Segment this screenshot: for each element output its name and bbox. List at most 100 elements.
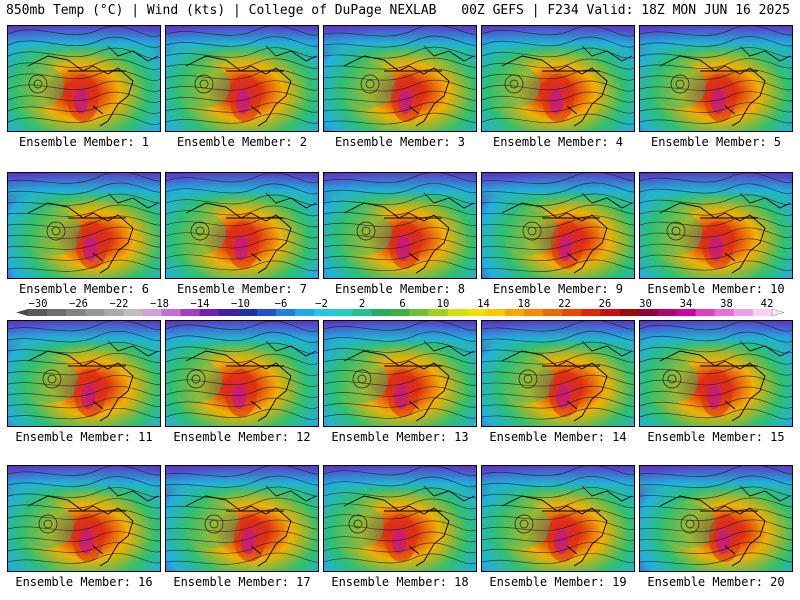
ensemble-member-label: Ensemble Member: 5 — [650, 135, 782, 149]
ensemble-member-label: Ensemble Member: 8 — [334, 282, 466, 296]
ensemble-member-map — [7, 172, 161, 279]
ensemble-member-label: Ensemble Member: 18 — [331, 575, 469, 589]
ensemble-member-label: Ensemble Member: 1 — [18, 135, 150, 149]
colorbar-swatch — [619, 309, 639, 316]
ensemble-member-map — [7, 465, 161, 572]
temperature-colorbar: −30 −26 −22 −18 −14 −10 −6 −2 2 6 10 14 18 22 26 30 34 38… — [16, 298, 785, 317]
colorbar-swatch — [218, 309, 239, 316]
colorbar-swatch — [371, 309, 391, 316]
colorbar-swatch — [428, 309, 449, 316]
ensemble-member-map — [639, 465, 793, 572]
ensemble-member-label: Ensemble Member: 13 — [331, 430, 469, 444]
colorbar-swatch — [85, 309, 105, 316]
colorbar-swatch — [295, 309, 315, 316]
colorbar-swatch — [199, 309, 220, 316]
ensemble-member-label: Ensemble Member: 19 — [489, 575, 627, 589]
ensemble-member-label: Ensemble Member: 14 — [489, 430, 627, 444]
colorbar-swatch — [581, 309, 601, 316]
colorbar-tick-label: 18 — [518, 298, 531, 310]
colorbar-swatch — [657, 309, 678, 316]
colorbar-swatch — [447, 309, 468, 316]
ensemble-member-label: Ensemble Member: 2 — [176, 135, 308, 149]
colorbar-tick-label: −18 — [150, 298, 169, 310]
ensemble-member-map — [165, 320, 319, 427]
ensemble-member-map — [481, 172, 635, 279]
ensemble-member-map — [323, 320, 477, 427]
colorbar-swatch — [676, 309, 697, 316]
ensemble-member-map — [323, 465, 477, 572]
colorbar-tick-label: −2 — [315, 298, 328, 310]
ensemble-member-label: Ensemble Member: 7 — [176, 282, 308, 296]
colorbar-swatch — [104, 309, 124, 316]
colorbar-tick-label: 2 — [359, 298, 365, 310]
ensemble-member-label: Ensemble Member: 17 — [173, 575, 311, 589]
colorbar-swatch — [276, 309, 296, 316]
colorbar-swatch — [543, 309, 563, 316]
ensemble-member-label: Ensemble Member: 3 — [334, 135, 466, 149]
colorbar-tick-label: 42 — [761, 298, 774, 310]
colorbar-tick-label: 26 — [599, 298, 612, 310]
colorbar-swatch — [733, 309, 754, 316]
colorbar-swatch — [142, 309, 163, 316]
colorbar-tick-label: −30 — [29, 298, 48, 310]
colorbar-swatch — [390, 309, 411, 316]
colorbar-swatch — [695, 309, 716, 316]
colorbar-swatch — [638, 309, 659, 316]
colorbar-swatch — [237, 309, 258, 316]
colorbar-swatch — [600, 309, 620, 316]
ensemble-member-label: Ensemble Member: 20 — [647, 575, 785, 589]
colorbar-swatch — [180, 309, 201, 316]
ensemble-member-label: Ensemble Member: 11 — [15, 430, 153, 444]
ensemble-member-map — [323, 25, 477, 132]
colorbar-swatch — [409, 309, 430, 316]
colorbar-swatch — [562, 309, 582, 316]
ensemble-member-label: Ensemble Member: 9 — [492, 282, 624, 296]
ensemble-member-label: Ensemble Member: 12 — [173, 430, 311, 444]
colorbar-swatch — [752, 309, 773, 316]
colorbar-swatch — [504, 309, 525, 316]
colorbar-tick-label: 38 — [720, 298, 733, 310]
ensemble-member-label: Ensemble Member: 16 — [15, 575, 153, 589]
colorbar-swatch — [47, 309, 67, 316]
ensemble-member-map — [7, 320, 161, 427]
colorbar-swatch — [161, 309, 182, 316]
colorbar-swatch — [123, 309, 143, 316]
colorbar-swatch — [333, 309, 353, 316]
ensemble-member-label: Ensemble Member: 4 — [492, 135, 624, 149]
colorbar-tick-label: −6 — [275, 298, 288, 310]
ensemble-member-map — [481, 320, 635, 427]
ensemble-member-label: Ensemble Member: 15 — [647, 430, 785, 444]
colorbar-swatch — [485, 309, 506, 316]
ensemble-member-map — [165, 172, 319, 279]
ensemble-member-map — [7, 25, 161, 132]
ensemble-member-map — [481, 25, 635, 132]
colorbar-tick-label: −22 — [110, 298, 129, 310]
ensemble-member-label: Ensemble Member: 6 — [18, 282, 150, 296]
colorbar-tick-label: 30 — [639, 298, 652, 310]
ensemble-member-map — [323, 172, 477, 279]
colorbar-swatch — [256, 309, 277, 316]
colorbar-swatch — [466, 309, 487, 316]
ensemble-member-map — [639, 320, 793, 427]
colorbar-tick-label: 34 — [680, 298, 693, 310]
colorbar-swatch — [524, 309, 544, 316]
valid-time-label: 00Z GEFS | F234 Valid: 18Z MON JUN 16 20… — [461, 3, 790, 18]
ensemble-member-map — [165, 25, 319, 132]
colorbar-swatch — [352, 309, 372, 316]
ensemble-member-map — [481, 465, 635, 572]
colorbar-swatch — [714, 309, 735, 316]
colorbar-tick-label: −10 — [231, 298, 250, 310]
chart-title: 850mb Temp (°C) | Wind (kts) | College o… — [6, 3, 437, 18]
ensemble-member-label: Ensemble Member: 10 — [647, 282, 785, 296]
ensemble-member-map — [165, 465, 319, 572]
colorbar-tick-label: 6 — [399, 298, 405, 310]
colorbar-swatch — [66, 309, 86, 316]
colorbar-tick-label: 22 — [558, 298, 571, 310]
ensemble-member-map — [639, 172, 793, 279]
colorbar-swatch — [28, 309, 48, 316]
colorbar-swatch — [314, 309, 334, 316]
ensemble-member-map — [639, 25, 793, 132]
colorbar-tick-label: −26 — [69, 298, 88, 310]
colorbar-tick-label: 14 — [477, 298, 490, 310]
colorbar-tick-label: −14 — [191, 298, 210, 310]
